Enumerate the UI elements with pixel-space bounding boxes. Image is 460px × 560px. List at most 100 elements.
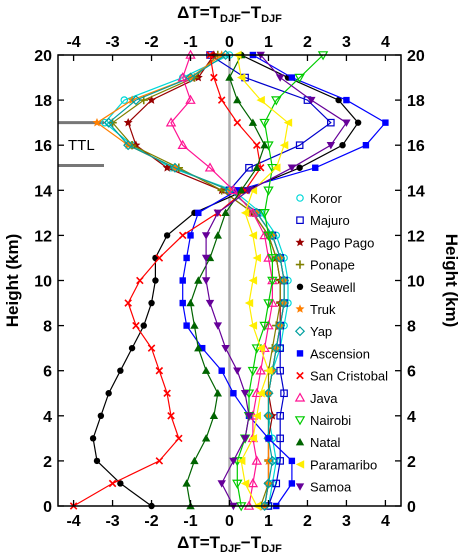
y-tick-label-left: 16	[34, 138, 52, 155]
legend: Koror Majuro Pago Pago Ponape Seawell Truk Yap…	[294, 191, 388, 495]
legend-label-truk: Truk	[310, 302, 336, 317]
data-point-paramaribo	[256, 95, 265, 105]
data-point-ascension	[288, 74, 296, 81]
data-point-seawell	[148, 299, 155, 307]
data-point-paramaribo	[236, 73, 246, 82]
data-point-san-cristobal	[155, 254, 164, 262]
x-tick-label-top: 4	[381, 34, 390, 51]
legend-label-san-cristobal: San Cristobal	[310, 369, 388, 384]
data-point-koror	[272, 457, 281, 465]
legend-label-koror: Koror	[310, 191, 342, 206]
y-tick-label-right: 10	[407, 274, 425, 291]
data-point-java	[263, 252, 274, 262]
x-tick-label-bottom: -1	[183, 513, 197, 530]
legend-marker-java	[294, 392, 306, 402]
data-point-majuro	[276, 412, 284, 420]
data-point-pago-pago	[123, 118, 133, 127]
data-point-paramaribo	[272, 163, 281, 172]
y-tick-label-left: 6	[43, 364, 52, 381]
legend-marker-ascension	[296, 350, 304, 357]
data-point-samoa	[275, 74, 285, 82]
data-point-paramaribo	[252, 253, 261, 263]
data-point-java	[255, 365, 266, 375]
data-point-natal	[205, 253, 215, 262]
data-point-ascension	[362, 142, 370, 149]
data-point-samoa	[233, 367, 242, 375]
legend-label-pago-pago: Pago Pago	[310, 235, 374, 250]
y-axis-title-left: Height (km)	[3, 234, 22, 328]
y-tick-label-left: 10	[34, 274, 52, 291]
legend-label-majuro: Majuro	[310, 213, 350, 228]
data-point-samoa	[217, 480, 226, 488]
data-point-java	[165, 117, 177, 127]
data-point-san-cristobal	[163, 389, 171, 398]
data-point-san-cristobal	[155, 457, 164, 465]
y-tick-label-right: 16	[407, 138, 425, 155]
data-point-majuro	[245, 163, 253, 172]
data-point-yap	[267, 230, 278, 241]
data-point-natal	[182, 479, 191, 487]
series-line-yap	[107, 54, 285, 507]
data-point-san-cristobal	[217, 96, 226, 104]
legend-marker-san-cristobal	[296, 371, 304, 380]
data-point-yap	[279, 298, 290, 309]
y-tick-label-right: 18	[407, 93, 425, 110]
data-point-ascension	[183, 322, 190, 329]
legend-label-seawell: Seawell	[310, 280, 356, 295]
data-point-san-cristobal	[124, 299, 132, 307]
data-point-java	[247, 478, 259, 488]
data-point-pago-pago	[147, 95, 156, 104]
data-point-ascension	[382, 119, 389, 126]
y-tick-label-right: 0	[407, 499, 416, 516]
data-point-san-cristobal	[132, 321, 140, 330]
data-point-san-cristobal	[155, 366, 164, 375]
data-point-natal	[201, 366, 211, 374]
y-tick-label-right: 14	[407, 183, 425, 200]
y-tick-label-left: 0	[43, 499, 52, 516]
data-point-nairobi	[259, 321, 270, 332]
data-point-seawell	[296, 164, 303, 171]
data-point-seawell	[89, 435, 97, 442]
legend-label-natal: Natal	[310, 435, 340, 450]
x-tick-label-top: 2	[303, 34, 312, 51]
data-point-nairobi	[259, 118, 270, 129]
legend-label-yap: Yap	[310, 324, 332, 339]
data-point-samoa	[201, 232, 211, 240]
data-point-majuro	[280, 389, 288, 398]
data-point-yap	[103, 117, 114, 128]
data-point-yap	[263, 410, 274, 421]
data-point-nairobi	[263, 231, 274, 241]
data-point-nairobi	[267, 276, 278, 286]
data-point-samoa	[244, 412, 254, 420]
data-point-san-cristobal	[210, 73, 218, 82]
data-point-seawell	[152, 277, 159, 284]
legend-marker-majuro	[296, 216, 304, 225]
x-tick-label-top: -4	[66, 34, 80, 51]
data-point-paramaribo	[279, 141, 289, 150]
legend-marker-koror	[296, 194, 304, 202]
legend-marker-paramaribo	[295, 460, 305, 469]
data-point-paramaribo	[256, 343, 265, 353]
data-point-ascension	[288, 457, 296, 465]
series-samoa	[201, 51, 351, 511]
data-point-seawell	[354, 119, 362, 126]
ttl-label: TTL	[68, 137, 95, 154]
data-point-yap	[267, 455, 278, 466]
data-point-natal	[186, 298, 195, 307]
data-point-seawell	[117, 480, 124, 487]
data-point-nairobi	[247, 366, 259, 377]
data-point-seawell	[93, 457, 101, 465]
data-point-paramaribo	[236, 456, 246, 466]
series-ascension	[179, 51, 389, 510]
y-tick-label-right: 4	[407, 409, 416, 426]
data-point-nairobi	[232, 479, 243, 489]
data-point-natal	[248, 118, 258, 126]
y-tick-label-right: 8	[407, 319, 416, 336]
data-point-seawell	[335, 96, 342, 104]
x-tick-label-bottom: -3	[105, 513, 119, 530]
data-point-java	[263, 320, 274, 330]
x-axis-title-top: ΔT=TDJF−TDJF	[177, 3, 282, 25]
data-point-seawell	[105, 390, 112, 397]
